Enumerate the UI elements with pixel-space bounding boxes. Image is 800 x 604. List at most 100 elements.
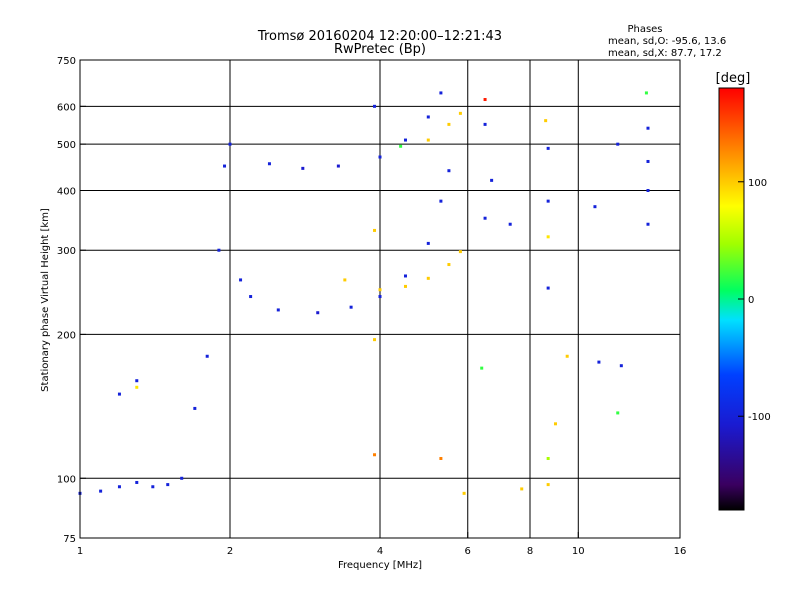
data-point	[336, 164, 340, 168]
chart-subtitle: RwPretec (Bp)	[334, 42, 426, 57]
y-axis-label: Stationary phase Virtual Height [km]	[40, 208, 51, 392]
data-point	[276, 308, 280, 312]
x-tick-label: 8	[527, 546, 533, 557]
x-tick-label: 16	[674, 546, 687, 557]
data-point	[117, 485, 121, 489]
data-point	[546, 286, 550, 290]
colorbar-tick-label: 0	[748, 295, 754, 306]
data-point	[646, 159, 650, 163]
data-point	[483, 216, 487, 220]
data-point	[593, 205, 597, 209]
data-point	[483, 98, 487, 102]
data-point	[646, 188, 650, 192]
data-point	[508, 222, 512, 226]
y-tick-label: 600	[57, 102, 76, 113]
data-point	[349, 305, 353, 309]
data-point	[301, 166, 305, 170]
data-point	[447, 169, 451, 173]
data-point	[439, 199, 443, 203]
data-point	[378, 155, 382, 159]
y-tick-label: 750	[57, 56, 76, 67]
data-point	[565, 354, 569, 358]
data-point	[546, 199, 550, 203]
data-point	[544, 119, 548, 123]
data-point	[426, 115, 430, 119]
data-point	[546, 483, 550, 487]
data-point	[373, 228, 377, 232]
colorbar-tick-label: -100	[748, 412, 771, 423]
x-tick-label: 6	[465, 546, 471, 557]
data-point	[117, 392, 121, 396]
y-tick-label: 300	[57, 246, 76, 257]
data-point	[546, 146, 550, 150]
y-tick-label: 100	[57, 474, 76, 485]
data-point	[644, 91, 648, 95]
x-tick-label: 10	[572, 546, 585, 557]
data-point	[480, 366, 484, 370]
data-point	[378, 295, 382, 299]
stats-line-x: mean, sd,X: 87.7, 17.2	[608, 48, 722, 59]
data-point	[249, 295, 253, 299]
data-point	[597, 360, 601, 364]
data-point	[546, 235, 550, 239]
data-point	[447, 263, 451, 267]
data-point	[343, 278, 347, 282]
data-point	[316, 311, 320, 315]
y-tick-label: 75	[63, 534, 76, 545]
data-point	[458, 111, 462, 115]
data-point	[373, 453, 377, 457]
data-point	[403, 274, 407, 278]
y-tick-label: 200	[57, 330, 76, 341]
data-point	[403, 284, 407, 288]
data-point	[373, 338, 377, 342]
data-point	[135, 385, 139, 389]
data-point	[520, 487, 524, 491]
x-tick-label: 2	[227, 546, 233, 557]
data-point	[378, 288, 382, 292]
data-point	[99, 489, 103, 493]
axis-ticks: 1 2 4 6 8 10 16 75 100 200 300 400 500 600 750	[57, 56, 686, 557]
data-point	[646, 222, 650, 226]
colorbar-ticks: 100 0 -100	[738, 178, 771, 423]
data-point	[462, 491, 466, 495]
y-tick-label: 500	[57, 140, 76, 151]
data-point	[426, 138, 430, 142]
data-point	[490, 178, 494, 182]
data-point	[403, 138, 407, 142]
gridlines	[80, 60, 680, 538]
stats-line-o: mean, sd,O: -95.6, 13.6	[608, 36, 726, 47]
data-point	[135, 480, 139, 484]
data-point	[151, 485, 155, 489]
data-point	[426, 241, 430, 245]
data-point	[483, 122, 487, 126]
data-point	[616, 142, 620, 146]
colorbar-label: [deg]	[716, 71, 751, 86]
data-point	[619, 364, 623, 368]
data-point	[646, 126, 650, 130]
data-point	[373, 104, 377, 108]
data-point	[267, 162, 271, 166]
chart-title: Tromsø 20160204 12:20:00–12:21:43	[257, 29, 502, 44]
data-point	[399, 144, 403, 148]
data-point	[228, 142, 232, 146]
y-tick-label: 400	[57, 186, 76, 197]
data-point	[239, 278, 243, 282]
data-point	[223, 164, 227, 168]
x-tick-label: 1	[77, 546, 83, 557]
stats-heading: Phases	[627, 24, 662, 35]
data-point	[166, 483, 170, 487]
data-point	[205, 354, 209, 358]
data-point	[546, 456, 550, 460]
data-point	[616, 411, 620, 415]
data-point	[193, 406, 197, 410]
data-point	[135, 379, 139, 383]
data-point	[447, 122, 451, 126]
x-axis-label: Frequency [MHz]	[338, 560, 422, 571]
data-point	[458, 250, 462, 254]
data-points	[78, 91, 650, 495]
data-point	[180, 476, 184, 480]
data-point	[439, 456, 443, 460]
data-point	[553, 422, 557, 426]
